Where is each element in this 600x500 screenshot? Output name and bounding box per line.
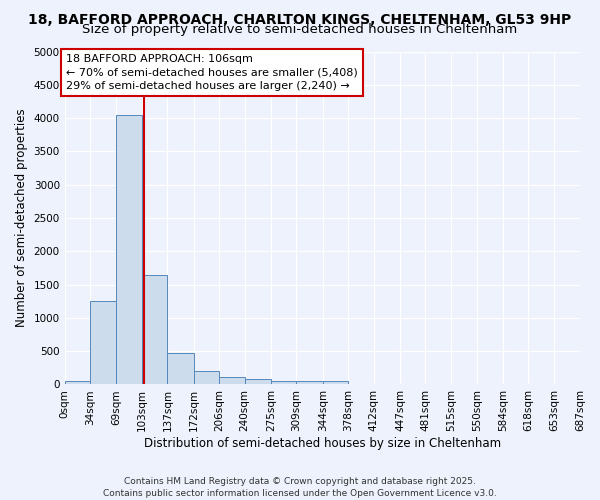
Bar	[296, 381, 323, 384]
Text: 18, BAFFORD APPROACH, CHARLTON KINGS, CHELTENHAM, GL53 9HP: 18, BAFFORD APPROACH, CHARLTON KINGS, CH…	[28, 12, 572, 26]
X-axis label: Distribution of semi-detached houses by size in Cheltenham: Distribution of semi-detached houses by …	[144, 437, 501, 450]
Y-axis label: Number of semi-detached properties: Number of semi-detached properties	[15, 108, 28, 328]
Bar	[65, 381, 90, 384]
Bar	[90, 301, 116, 384]
Bar	[271, 381, 296, 384]
Bar	[167, 353, 194, 384]
Text: Contains HM Land Registry data © Crown copyright and database right 2025.
Contai: Contains HM Land Registry data © Crown c…	[103, 476, 497, 498]
Bar	[116, 115, 142, 384]
Bar	[219, 377, 245, 384]
Bar	[323, 381, 348, 384]
Text: 18 BAFFORD APPROACH: 106sqm
← 70% of semi-detached houses are smaller (5,408)
29: 18 BAFFORD APPROACH: 106sqm ← 70% of sem…	[66, 54, 358, 90]
Text: Size of property relative to semi-detached houses in Cheltenham: Size of property relative to semi-detach…	[82, 22, 518, 36]
Bar	[142, 274, 167, 384]
Bar	[245, 379, 271, 384]
Bar	[194, 371, 219, 384]
